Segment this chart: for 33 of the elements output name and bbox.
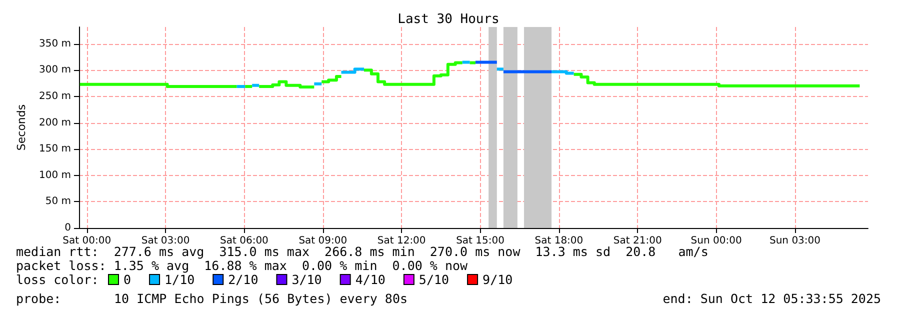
- y-tick-label: 350 m: [38, 38, 71, 50]
- y-tick-label: 300 m: [38, 64, 71, 76]
- text: loss color:: [16, 272, 99, 287]
- y-tick-label: 50 m: [45, 196, 71, 208]
- x-tick-label: Sat 18:00: [534, 236, 584, 246]
- legend-label: 2/10: [228, 272, 258, 287]
- x-tick-label: Sat 09:00: [298, 236, 348, 246]
- legend-label: 1/10: [164, 272, 195, 287]
- text: end: Sun Oct 12 05:33:55 2025: [662, 291, 882, 306]
- y-tick-label: 100 m: [38, 170, 71, 181]
- x-tick-label: Sat 06:00: [220, 236, 268, 246]
- text: probe:: [16, 291, 62, 306]
- x-tick-label: Sat 15:00: [456, 236, 504, 246]
- legend-label: 9/10: [482, 272, 513, 287]
- x-tick-label: Sat 00:00: [62, 236, 112, 246]
- legend-label: 3/10: [292, 272, 322, 287]
- y-tick-label: 200 m: [38, 117, 71, 128]
- x-tick-label: Sat 03:00: [141, 236, 190, 246]
- y-tick-label: 0: [64, 222, 71, 234]
- y-axis-title: Seconds: [15, 104, 28, 151]
- y-tick-label: 150 m: [38, 144, 71, 155]
- text: 10 ICMP Echo Pings (56 Bytes) every 80s: [114, 291, 408, 306]
- legend-label: 5/10: [418, 272, 450, 287]
- x-tick-label: Sat 12:00: [377, 236, 426, 246]
- text: packet loss: 1.35 % avg 16.88 % max 0.00 % min 0.00 % now: [16, 258, 468, 273]
- x-tick-label: Sat 21:00: [613, 236, 662, 246]
- y-tick-label: 250 m: [38, 90, 71, 102]
- text: median rtt: 277.6 ms avg 315.0 ms max 266.8 ms min 270.0 ms now 13.3 ms sd 20.8 am/s: [16, 244, 708, 259]
- chart-title: Last 30 Hours: [398, 12, 500, 27]
- x-tick-label: Sun 03:00: [769, 236, 821, 246]
- legend-label: 0: [124, 272, 132, 287]
- x-tick-label: Sun 00:00: [690, 236, 742, 246]
- legend-label: 4/10: [355, 272, 386, 287]
